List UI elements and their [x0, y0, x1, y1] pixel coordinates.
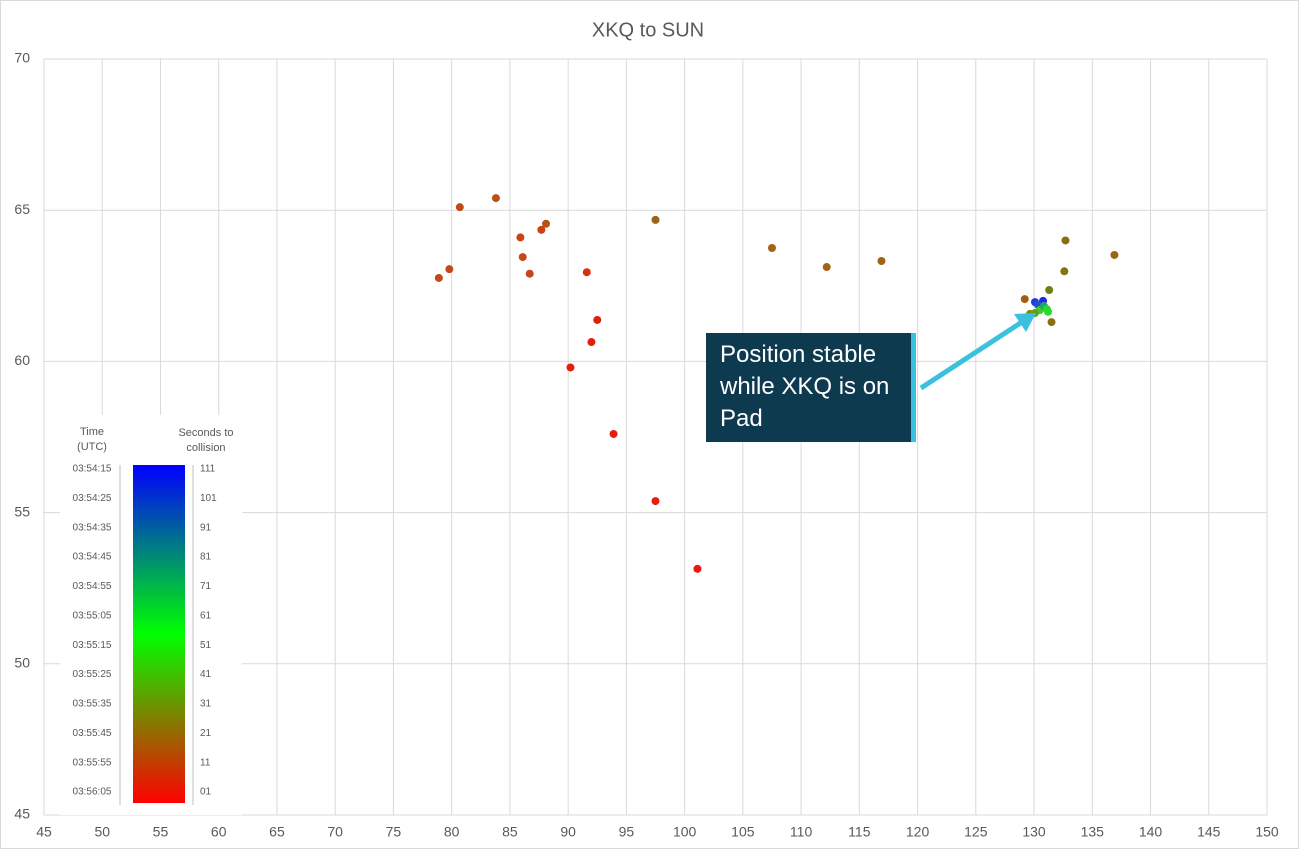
point [1060, 267, 1069, 276]
x-tick-label: 80 [444, 824, 460, 840]
legend-time-label: 03:54:45 [73, 552, 112, 563]
point [693, 564, 702, 573]
x-tick-label: 85 [502, 824, 518, 840]
y-tick-label: 45 [14, 806, 30, 822]
y-tick-label: 70 [14, 50, 30, 66]
point [609, 429, 618, 438]
x-tick-label: 145 [1197, 824, 1221, 840]
point [1020, 295, 1029, 304]
legend-seconds-label: 51 [200, 640, 212, 651]
legend-time-label: 03:55:35 [73, 699, 112, 710]
legend-title: Seconds to [178, 427, 233, 439]
x-tick-label: 110 [790, 824, 813, 840]
y-tick-label: 65 [14, 201, 30, 217]
point [1061, 236, 1070, 245]
legend-title: Time [80, 426, 104, 438]
legend-seconds-label: 31 [200, 699, 212, 710]
legend-seconds-label: 101 [200, 493, 217, 504]
x-tick-label: 125 [964, 824, 988, 840]
point [582, 268, 591, 277]
point [1045, 286, 1054, 295]
point [587, 338, 596, 347]
legend-time-label: 03:55:25 [73, 669, 112, 680]
x-tick-label: 135 [1081, 824, 1105, 840]
legend-seconds-label: 111 [200, 464, 216, 475]
point [566, 363, 575, 372]
legend-time-label: 03:54:55 [73, 581, 112, 592]
point [445, 265, 454, 274]
legend-seconds-label: 71 [200, 581, 212, 592]
legend-seconds-label: 11 [200, 757, 211, 768]
point [516, 233, 525, 242]
x-tick-label: 50 [94, 824, 110, 840]
x-tick-label: 55 [153, 824, 169, 840]
point [1047, 318, 1056, 327]
legend-title: (UTC) [77, 441, 107, 453]
legend-seconds-label: 01 [200, 787, 212, 798]
y-tick-label: 55 [14, 503, 30, 519]
point [1110, 250, 1119, 259]
x-tick-label: 60 [211, 824, 227, 840]
point [1042, 305, 1051, 314]
legend-seconds-label: 81 [200, 552, 212, 563]
x-tick-label: 75 [386, 824, 402, 840]
x-tick-label: 150 [1255, 824, 1279, 840]
x-tick-label: 130 [1022, 824, 1046, 840]
point [822, 263, 831, 272]
annotation-arrow [919, 319, 1024, 391]
point [593, 315, 602, 324]
point [767, 244, 776, 252]
legend-seconds-label: 21 [200, 728, 212, 739]
y-tick-label: 50 [14, 655, 30, 671]
legend-time-label: 03:54:25 [73, 493, 112, 504]
x-tick-label: 105 [731, 824, 755, 840]
legend-time-label: 03:56:05 [73, 787, 112, 798]
x-tick-label: 95 [619, 824, 635, 840]
x-tick-label: 65 [269, 824, 285, 840]
x-tick-label: 120 [906, 824, 930, 840]
x-tick-label: 140 [1139, 824, 1163, 840]
point [525, 269, 534, 278]
legend-seconds-label: 61 [200, 610, 212, 621]
point [455, 203, 464, 212]
legend-title: collision [186, 442, 225, 454]
chart-title: XKQ to SUN [592, 19, 704, 41]
point [542, 219, 551, 228]
annotation-arrowhead [1014, 313, 1036, 332]
x-tick-label: 70 [327, 824, 343, 840]
point [491, 194, 500, 203]
x-tick-label: 115 [848, 824, 871, 840]
x-tick-label: 90 [560, 824, 576, 840]
legend-time-label: 03:54:35 [73, 522, 112, 533]
legend-time-label: 03:55:15 [73, 640, 112, 651]
legend-time-label: 03:55:05 [73, 610, 112, 621]
y-tick-label: 60 [14, 352, 30, 368]
legend-time-label: 03:55:55 [73, 757, 112, 768]
point [434, 273, 443, 282]
legend-time-label: 03:54:15 [73, 464, 112, 475]
annotation: Position stable while XKQ is on Pad [706, 333, 916, 442]
legend-seconds-label: 41 [200, 669, 212, 680]
x-tick-label: 100 [673, 824, 697, 840]
point [518, 253, 527, 262]
point [651, 497, 660, 506]
point [537, 225, 546, 234]
point [651, 215, 660, 224]
legend-time-label: 03:55:45 [73, 728, 112, 739]
point [877, 257, 886, 266]
legend-seconds-label: 91 [200, 522, 212, 533]
x-tick-label: 45 [36, 824, 52, 840]
color-bar [133, 465, 185, 803]
